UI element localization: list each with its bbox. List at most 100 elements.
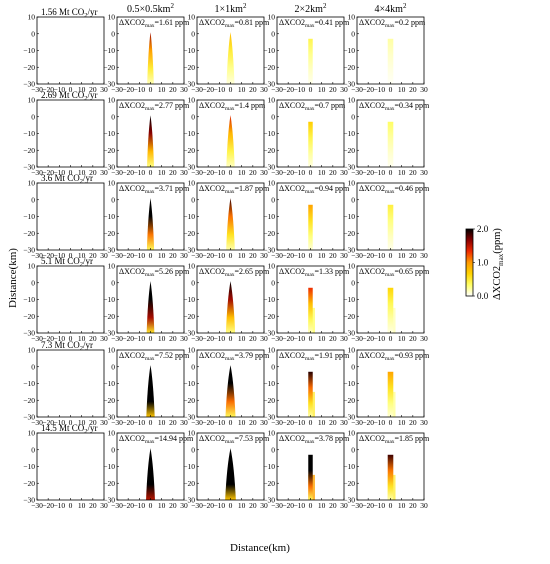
y-tick-label: −20	[343, 146, 355, 155]
y-tick-label: −20	[23, 63, 35, 72]
x-tick-label: 20	[249, 418, 257, 427]
y-tick-label: −10	[263, 212, 275, 221]
x-tick-label: 20	[329, 85, 337, 94]
x-tick-label: 30	[180, 418, 188, 427]
y-tick-label: 10	[28, 13, 36, 22]
plume-mark	[387, 38, 394, 84]
x-tick-label: 20	[169, 251, 177, 260]
x-tick-label: 0	[229, 85, 233, 94]
y-tick-label: −20	[343, 229, 355, 238]
x-tick-label: 20	[409, 418, 417, 427]
x-tick-label: −30	[191, 334, 203, 343]
x-tick-label: 20	[89, 168, 97, 177]
y-tick-label: 10	[348, 262, 356, 271]
x-tick-label: −20	[122, 501, 134, 510]
x-tick-label: 30	[180, 501, 188, 510]
plume-mark	[387, 204, 394, 250]
x-tick-label: −20	[362, 251, 374, 260]
x-tick-label: 0	[149, 334, 153, 343]
y-tick-label: 0	[191, 278, 195, 287]
y-tick-label: 0	[31, 445, 35, 454]
x-tick-label: −10	[213, 85, 225, 94]
y-tick-label: 0	[271, 112, 275, 121]
y-tick-label: −10	[23, 129, 35, 138]
delta-xco2-annotation: ΔXCO2max=0.7 ppm	[279, 101, 346, 112]
y-tick-label: 0	[191, 195, 195, 204]
x-tick-label: −20	[202, 168, 214, 177]
delta-xco2-annotation: ΔXCO2max=1.4 ppm	[199, 101, 266, 112]
panel-r3-c4: −30 −20 −10 0 10 20 30100−10−20−30ΔXCO2max=0.9…	[263, 179, 350, 261]
y-tick-label: 0	[191, 445, 195, 454]
y-tick-label: 10	[348, 96, 356, 105]
panel-r5-c3: −30 −20 −10 0 10 20 30100−10−20−30ΔXCO2max=3.7…	[183, 346, 270, 428]
panel-frame	[36, 349, 105, 418]
x-tick-label: 0	[309, 501, 313, 510]
x-tick-label: 10	[158, 418, 166, 427]
x-tick-label: −10	[373, 418, 385, 427]
x-tick-label: 0	[389, 168, 393, 177]
y-tick-label: −30	[103, 80, 115, 89]
y-tick-label: −10	[103, 295, 115, 304]
delta-xco2-annotation: ΔXCO2max=1.91 ppm	[279, 351, 350, 362]
x-tick-label: 20	[169, 168, 177, 177]
x-tick-label: 30	[100, 168, 108, 177]
y-tick-label: 10	[348, 179, 356, 188]
panel-r2-c4: −30 −20 −10 0 10 20 30100−10−20−30ΔXCO2max=0.7…	[263, 96, 348, 178]
x-tick-label: 30	[420, 85, 428, 94]
row-label: 14.5 Mt CO2/yr	[41, 423, 98, 435]
plume-mark	[226, 198, 235, 250]
x-tick-label: −30	[111, 85, 123, 94]
colorbar-label: ΔXCO2max(ppm)	[492, 228, 505, 300]
y-tick-label: 10	[28, 179, 36, 188]
y-tick-label: −20	[263, 396, 275, 405]
x-tick-label: 30	[260, 168, 268, 177]
x-tick-label: 20	[409, 85, 417, 94]
x-tick-label: 30	[420, 168, 428, 177]
delta-xco2-annotation: ΔXCO2max=3.71 ppm	[119, 184, 190, 195]
x-tick-label: 20	[409, 501, 417, 510]
plume-mark	[225, 281, 236, 333]
x-tick-label: 0	[149, 418, 153, 427]
delta-xco2-annotation: ΔXCO2max=1.33 ppm	[279, 267, 350, 278]
delta-xco2-annotation: ΔXCO2max=0.41 ppm	[279, 18, 350, 29]
x-tick-label: −20	[202, 334, 214, 343]
y-tick-label: −30	[343, 163, 355, 172]
y-tick-label: −10	[343, 462, 355, 471]
panel-frame	[36, 16, 105, 85]
x-tick-label: 0	[149, 251, 153, 260]
x-tick-label: −20	[362, 418, 374, 427]
y-tick-label: −20	[23, 396, 35, 405]
x-tick-label: −30	[271, 85, 283, 94]
panel-r5-c2: −30 −20 −10 0 10 20 30100−10−20−30ΔXCO2max=7.5…	[103, 346, 190, 428]
delta-xco2-annotation: ΔXCO2max=1.87 ppm	[199, 184, 270, 195]
x-tick-label: 20	[249, 334, 257, 343]
x-tick-label: 20	[89, 501, 97, 510]
x-tick-label: −20	[122, 418, 134, 427]
y-tick-label: 0	[31, 29, 35, 38]
x-tick-label: −10	[213, 251, 225, 260]
plume-mark	[308, 121, 313, 167]
y-tick-label: −30	[183, 80, 195, 89]
x-tick-label: −30	[191, 168, 203, 177]
x-tick-label: 0	[69, 251, 73, 260]
x-tick-label: 0	[69, 501, 73, 510]
x-tick-label: 10	[78, 334, 86, 343]
y-tick-label: −30	[103, 246, 115, 255]
column-header: 2×2km2	[295, 2, 327, 15]
x-tick-label: 20	[329, 418, 337, 427]
x-tick-label: −10	[373, 85, 385, 94]
x-tick-label: −10	[133, 418, 145, 427]
y-tick-label: 0	[271, 445, 275, 454]
y-tick-label: −30	[263, 80, 275, 89]
panel-r6-c3: −30 −20 −10 0 10 20 30100−10−20−30ΔXCO2max=7.5…	[183, 429, 270, 511]
x-tick-label: 0	[309, 251, 313, 260]
y-tick-label: 0	[191, 29, 195, 38]
x-tick-label: −30	[31, 418, 43, 427]
x-tick-label: 30	[100, 501, 108, 510]
y-tick-label: −30	[103, 413, 115, 422]
x-tick-label: 30	[260, 85, 268, 94]
y-tick-label: 10	[108, 262, 116, 271]
x-tick-label: 30	[340, 418, 348, 427]
y-tick-label: −10	[23, 46, 35, 55]
